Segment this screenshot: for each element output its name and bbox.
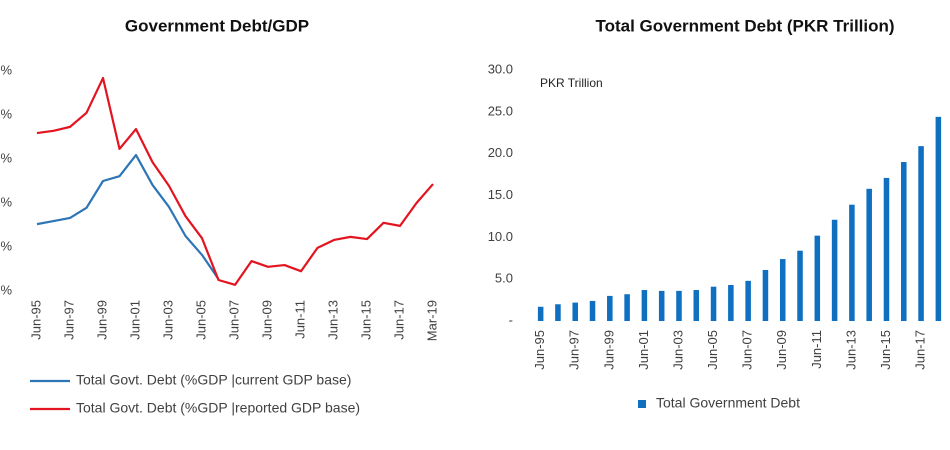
bar xyxy=(866,188,872,321)
legend-label: Total Government Debt xyxy=(656,395,800,411)
y-tick-label: % xyxy=(0,238,12,253)
bar xyxy=(676,290,682,321)
bar xyxy=(918,146,924,321)
bar xyxy=(641,290,648,321)
y-tick-label: % xyxy=(0,150,12,165)
x-tick-label: Jun-03 xyxy=(160,300,175,340)
x-tick-label: Jun-11 xyxy=(809,330,824,369)
y-tick-label: % xyxy=(0,62,12,77)
x-tick-label: Jun-13 xyxy=(325,300,340,340)
y-tick-label: 30.0 xyxy=(488,61,513,76)
y-tick-label: 15.0 xyxy=(488,187,513,202)
bar xyxy=(728,285,734,321)
x-tick-label: Jun-15 xyxy=(358,300,373,340)
bar xyxy=(745,280,751,321)
x-tick-label: Jun-01 xyxy=(636,330,651,370)
x-tick-label: Jun-05 xyxy=(705,330,720,370)
x-tick-label: Jun-99 xyxy=(94,300,109,340)
y-tick-label: 5.0 xyxy=(495,271,513,286)
bar xyxy=(779,259,786,321)
x-tick-label: Jun-09 xyxy=(259,300,274,340)
y-tick-label: 20.0 xyxy=(488,145,513,160)
x-tick-label: Jun-07 xyxy=(226,300,241,340)
x-tick-label: Jun-97 xyxy=(567,330,582,370)
bar xyxy=(814,235,821,321)
bar xyxy=(883,177,890,321)
y-tick-label: % xyxy=(0,106,12,121)
bar xyxy=(537,306,544,321)
bar xyxy=(693,290,700,321)
bar xyxy=(762,269,769,321)
x-tick-label: Jun-07 xyxy=(740,330,755,370)
x-tick-label: Jun-11 xyxy=(292,300,307,339)
chart-title: Total Government Debt (PKR Trillion) xyxy=(595,16,894,35)
bar xyxy=(572,302,578,321)
x-tick-label: Jun-95 xyxy=(532,330,547,370)
bar xyxy=(901,162,907,321)
x-tick-label: Jun-01 xyxy=(127,300,142,340)
line xyxy=(36,76,434,286)
bar xyxy=(797,250,803,321)
y-tick-label: 25.0 xyxy=(488,103,513,118)
x-tick-label: Jun-97 xyxy=(61,300,76,340)
legend-swatch xyxy=(638,400,646,408)
bar xyxy=(589,300,596,321)
bar xyxy=(849,204,855,321)
x-tick-label: Jun-95 xyxy=(28,300,43,340)
x-tick-label: Mar-19 xyxy=(424,300,439,341)
bar xyxy=(607,295,613,321)
y-tick-label: % xyxy=(0,194,12,209)
chart-title: Government Debt/GDP xyxy=(125,16,309,35)
bar xyxy=(710,286,717,321)
bar xyxy=(831,219,838,321)
x-tick-label: Jun-13 xyxy=(843,330,858,370)
x-tick-label: Jun-99 xyxy=(601,330,616,370)
y-tick-label: - xyxy=(509,312,513,327)
y-tick-label: 10.0 xyxy=(488,229,513,244)
bar xyxy=(555,304,561,321)
x-tick-label: Jun-09 xyxy=(774,330,789,370)
line xyxy=(36,153,220,280)
x-tick-label: Jun-03 xyxy=(670,330,685,370)
bar xyxy=(935,116,942,321)
legend-label: Total Govt. Debt (%GDP |reported GDP bas… xyxy=(76,400,360,416)
bar xyxy=(624,294,630,321)
annotation: PKR Trillion xyxy=(540,76,603,90)
x-tick-label: Jun-05 xyxy=(193,300,208,340)
y-tick-label: % xyxy=(0,282,12,297)
x-tick-label: Jun-15 xyxy=(878,330,893,370)
x-tick-label: Jun-17 xyxy=(391,300,406,340)
x-tick-label: Jun-17 xyxy=(913,330,928,370)
legend-label: Total Govt. Debt (%GDP |current GDP base… xyxy=(76,372,351,388)
bar xyxy=(658,290,665,321)
